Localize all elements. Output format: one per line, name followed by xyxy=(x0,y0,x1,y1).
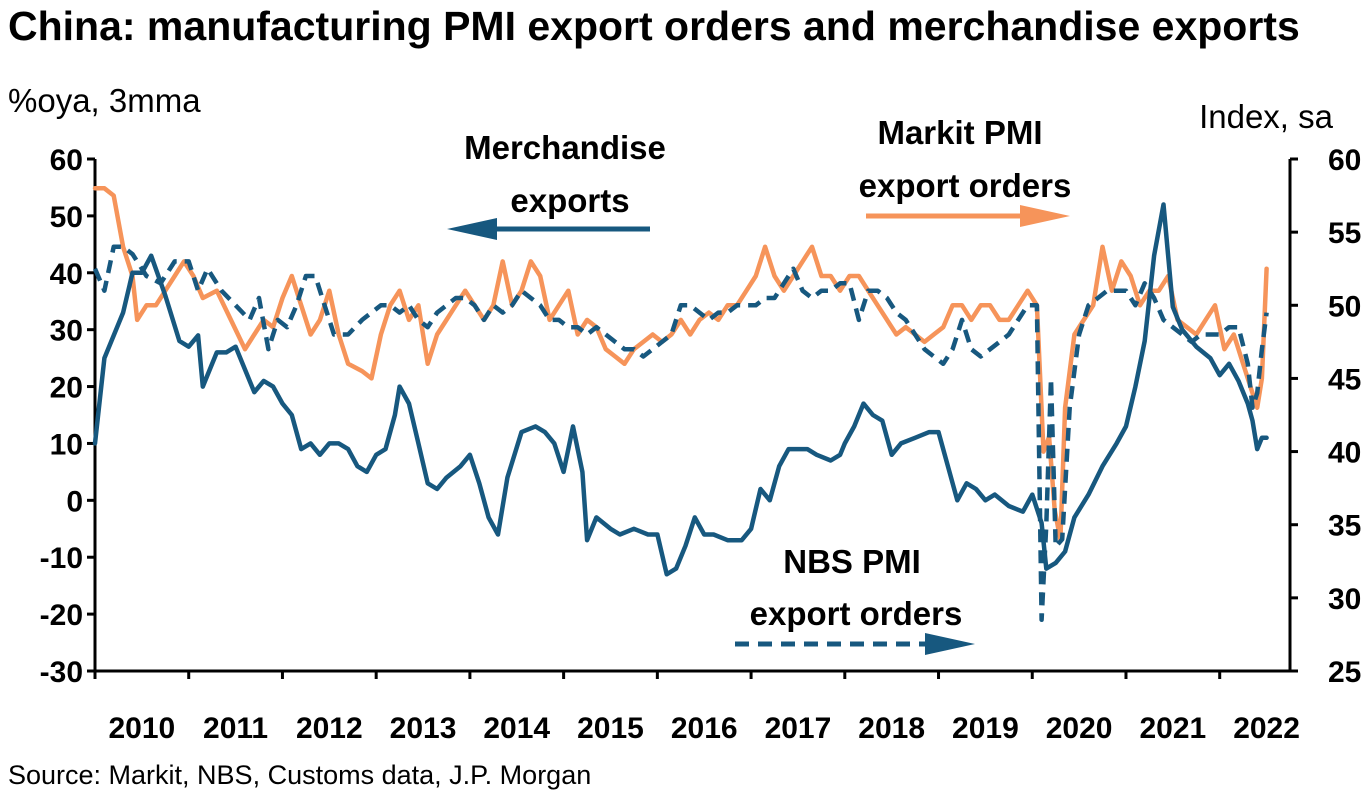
x-tick-label: 2022 xyxy=(1233,712,1300,745)
source-note: Source: Markit, NBS, Customs data, J.P. … xyxy=(8,760,591,790)
right-tick-label: 60 xyxy=(1328,144,1361,177)
series-lines xyxy=(92,186,1269,623)
left-axis-label: %oya, 3mma xyxy=(8,82,201,119)
markit-arrow-head-icon xyxy=(1020,205,1070,227)
right-tick-label: 35 xyxy=(1328,510,1361,543)
x-tick-label: 2012 xyxy=(296,712,363,745)
nbs-pmi-export-orders-line xyxy=(92,244,1269,623)
nbs-arrow-head-icon xyxy=(925,633,975,655)
x-tick-label: 2017 xyxy=(765,712,832,745)
merchandise-label-line1: Merchandise xyxy=(464,129,666,166)
right-tick-label: 50 xyxy=(1328,290,1361,323)
x-tick-label: 2015 xyxy=(577,712,644,745)
right-axis-label: Index, sa xyxy=(1199,98,1334,135)
x-tick-label: 2021 xyxy=(1139,712,1206,745)
chart-title: China: manufacturing PMI export orders a… xyxy=(8,3,1300,49)
annotations: Merchandise exports Markit PMI export or… xyxy=(447,114,1071,655)
left-tick-label: -20 xyxy=(40,599,83,632)
left-tick-label: -30 xyxy=(40,656,83,689)
merchandise-arrow-head-icon xyxy=(447,218,497,240)
right-tick-label: 45 xyxy=(1328,363,1361,396)
left-tick-label: 60 xyxy=(50,144,83,177)
left-tick-label: 20 xyxy=(50,372,83,405)
nbs-label-line2: export orders xyxy=(750,595,963,632)
nbs-label-line1: NBS PMI xyxy=(783,543,921,580)
x-tick-label: 2014 xyxy=(483,712,550,745)
left-tick-label: 50 xyxy=(50,201,83,234)
x-tick-label: 2011 xyxy=(203,712,268,745)
merchandise-label-line2: exports xyxy=(510,182,629,219)
x-tick-label: 2019 xyxy=(952,712,1019,745)
left-tick-label: 0 xyxy=(66,485,83,518)
right-tick-label: 55 xyxy=(1328,217,1361,250)
x-tick-label: 2020 xyxy=(1046,712,1113,745)
left-tick-label: 10 xyxy=(50,428,83,461)
left-tick-label: -10 xyxy=(40,542,83,575)
x-tick-label: 2016 xyxy=(671,712,738,745)
markit-label-line1: Markit PMI xyxy=(877,114,1042,151)
right-tick-label: 30 xyxy=(1328,583,1361,616)
left-tick-label: 30 xyxy=(50,315,83,348)
x-tick-label: 2018 xyxy=(858,712,925,745)
markit-label-line2: export orders xyxy=(859,167,1072,204)
axes: 6050403020100-10-20-30605550454035302520… xyxy=(40,144,1362,745)
right-tick-label: 40 xyxy=(1328,437,1361,470)
x-tick-label: 2013 xyxy=(390,712,457,745)
merchandise-exports-line xyxy=(92,202,1269,577)
x-tick-label: 2010 xyxy=(108,712,175,745)
right-tick-label: 25 xyxy=(1328,656,1361,689)
left-tick-label: 40 xyxy=(50,258,83,291)
